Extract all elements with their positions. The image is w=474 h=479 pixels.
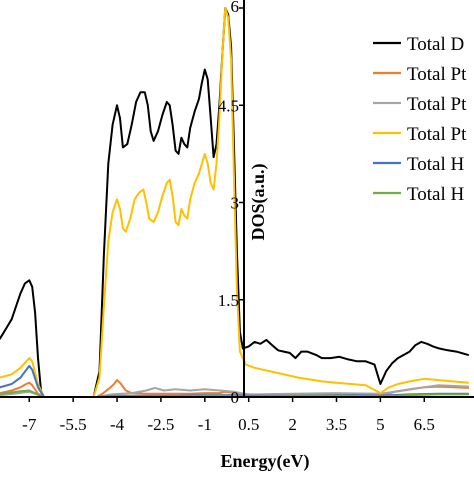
legend-label: Total H [407, 184, 465, 205]
x-tick-label: 6.5 [414, 415, 435, 434]
legend-item[interactable]: Total Pt [373, 124, 467, 145]
x-tick-label: -7 [22, 415, 37, 434]
legend-label: Total H [407, 154, 465, 175]
x-tick-label: -1 [198, 415, 212, 434]
legend-label: Total Pt [407, 64, 467, 85]
legend-label: Total D [407, 34, 464, 55]
legend-item[interactable]: Total Pt [373, 64, 467, 85]
series-line-1 [0, 7, 470, 398]
x-tick-label: 3.5 [326, 415, 347, 434]
x-tick-label: -4 [110, 415, 125, 434]
y-tick-label: 0 [231, 388, 240, 407]
x-tick-label: -2.5 [147, 415, 174, 434]
x-tick-label: 5 [376, 415, 385, 434]
series-line-4 [0, 7, 470, 398]
legend-item[interactable]: Total Pt [373, 94, 467, 115]
y-tick-label: 1.5 [218, 291, 239, 310]
legend[interactable]: Total D Total Pt Total Pt Total Pt Total H To… [373, 34, 467, 205]
x-axis-title: Energy(eV) [221, 451, 310, 472]
y-tick-label: 6 [231, 0, 240, 16]
legend-label: Total Pt [407, 124, 467, 145]
x-tick-label: 2 [288, 415, 297, 434]
x-tick-label: 0.5 [238, 415, 259, 434]
x-tick-label: -5.5 [60, 415, 87, 434]
legend-item[interactable]: Total D [373, 34, 464, 55]
legend-label: Total Pt [407, 94, 467, 115]
axes [0, 0, 474, 402]
tick-labels: -7 -5.5 -4 -2.5 -1 0.5 2 3.5 5 6.5 0 1.5 3 4.5 6 [22, 0, 435, 434]
legend-item[interactable]: Total H [373, 184, 465, 205]
y-axis-title: DOS(a.u.) [248, 163, 269, 240]
y-tick-label: 3 [231, 194, 240, 213]
legend-item[interactable]: Total H [373, 154, 465, 175]
y-tick-label: 4.5 [218, 96, 239, 115]
